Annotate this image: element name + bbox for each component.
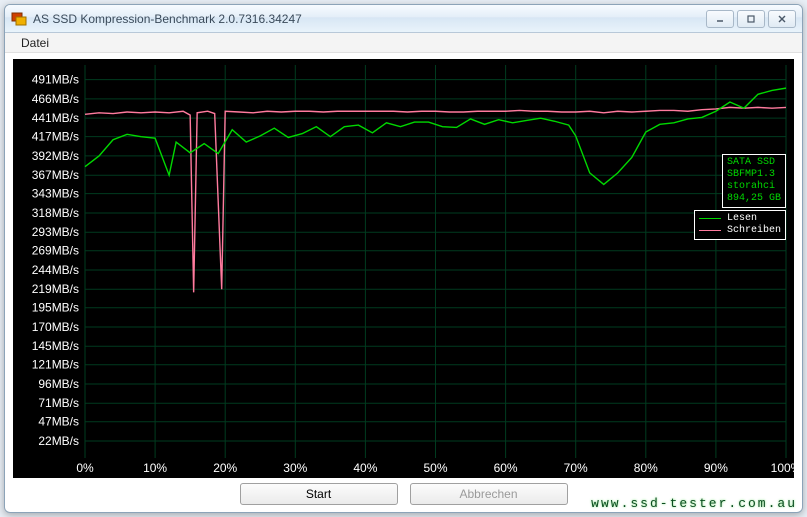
chart-area: 22MB/s 47MB/s 71MB/s 96MB/s 121MB/s 145MB/s 17…: [13, 59, 794, 478]
svg-text:367MB/s: 367MB/s: [32, 168, 79, 182]
svg-text:70%: 70%: [564, 461, 588, 475]
minimize-button[interactable]: [706, 10, 734, 28]
svg-text:441MB/s: 441MB/s: [32, 111, 79, 125]
window-title: AS SSD Kompression-Benchmark 2.0.7316.34…: [33, 12, 706, 26]
svg-text:318MB/s: 318MB/s: [32, 206, 79, 220]
svg-text:90%: 90%: [704, 461, 728, 475]
svg-text:293MB/s: 293MB/s: [32, 225, 79, 239]
svg-text:121MB/s: 121MB/s: [32, 358, 79, 372]
legend-row-lesen: Lesen: [699, 213, 781, 225]
svg-text:145MB/s: 145MB/s: [32, 339, 79, 353]
svg-text:100%: 100%: [771, 461, 794, 475]
menubar: Datei: [5, 33, 802, 53]
svg-text:96MB/s: 96MB/s: [38, 377, 79, 391]
svg-text:30%: 30%: [283, 461, 307, 475]
svg-text:392MB/s: 392MB/s: [32, 149, 79, 163]
svg-text:22MB/s: 22MB/s: [38, 434, 79, 448]
maximize-icon: [746, 14, 756, 24]
info-line: storahci: [727, 181, 781, 193]
legend-row-schreiben: Schreiben: [699, 225, 781, 237]
svg-text:60%: 60%: [494, 461, 518, 475]
start-button[interactable]: Start: [240, 483, 398, 505]
svg-text:71MB/s: 71MB/s: [38, 396, 79, 410]
info-line: SATA SSD: [727, 157, 781, 169]
menu-datei[interactable]: Datei: [13, 34, 57, 52]
window-controls: [706, 10, 796, 28]
close-icon: [777, 14, 787, 24]
svg-text:195MB/s: 195MB/s: [32, 301, 79, 315]
svg-text:10%: 10%: [143, 461, 167, 475]
watermark-text: www.ssd-tester.com.au: [591, 496, 797, 511]
legend-box: LesenSchreiben: [694, 210, 786, 240]
svg-text:170MB/s: 170MB/s: [32, 320, 79, 334]
chart-canvas: 22MB/s 47MB/s 71MB/s 96MB/s 121MB/s 145MB/s 17…: [13, 59, 794, 478]
titlebar[interactable]: AS SSD Kompression-Benchmark 2.0.7316.34…: [5, 5, 802, 33]
legend-swatch-lesen: [699, 218, 721, 219]
svg-text:269MB/s: 269MB/s: [32, 244, 79, 258]
svg-text:466MB/s: 466MB/s: [32, 92, 79, 106]
svg-text:244MB/s: 244MB/s: [32, 263, 79, 277]
svg-text:0%: 0%: [76, 461, 94, 475]
info-line: 894,25 GB: [727, 193, 781, 205]
svg-text:20%: 20%: [213, 461, 237, 475]
device-info-box: SATA SSDSBFMP1.3storahci894,25 GB: [722, 154, 786, 208]
legend-swatch-schreiben: [699, 230, 721, 231]
svg-text:491MB/s: 491MB/s: [32, 73, 79, 87]
svg-text:40%: 40%: [353, 461, 377, 475]
svg-text:50%: 50%: [423, 461, 447, 475]
svg-text:47MB/s: 47MB/s: [38, 415, 79, 429]
svg-text:219MB/s: 219MB/s: [32, 282, 79, 296]
legend-label-lesen: Lesen: [727, 213, 757, 225]
close-button[interactable]: [768, 10, 796, 28]
app-icon: [11, 11, 27, 27]
maximize-button[interactable]: [737, 10, 765, 28]
window-frame: AS SSD Kompression-Benchmark 2.0.7316.34…: [4, 4, 803, 513]
minimize-icon: [715, 14, 725, 24]
legend-label-schreiben: Schreiben: [727, 225, 781, 237]
abort-button: Abbrechen: [410, 483, 568, 505]
svg-text:343MB/s: 343MB/s: [32, 187, 79, 201]
svg-text:417MB/s: 417MB/s: [32, 130, 79, 144]
svg-text:80%: 80%: [634, 461, 658, 475]
info-line: SBFMP1.3: [727, 169, 781, 181]
